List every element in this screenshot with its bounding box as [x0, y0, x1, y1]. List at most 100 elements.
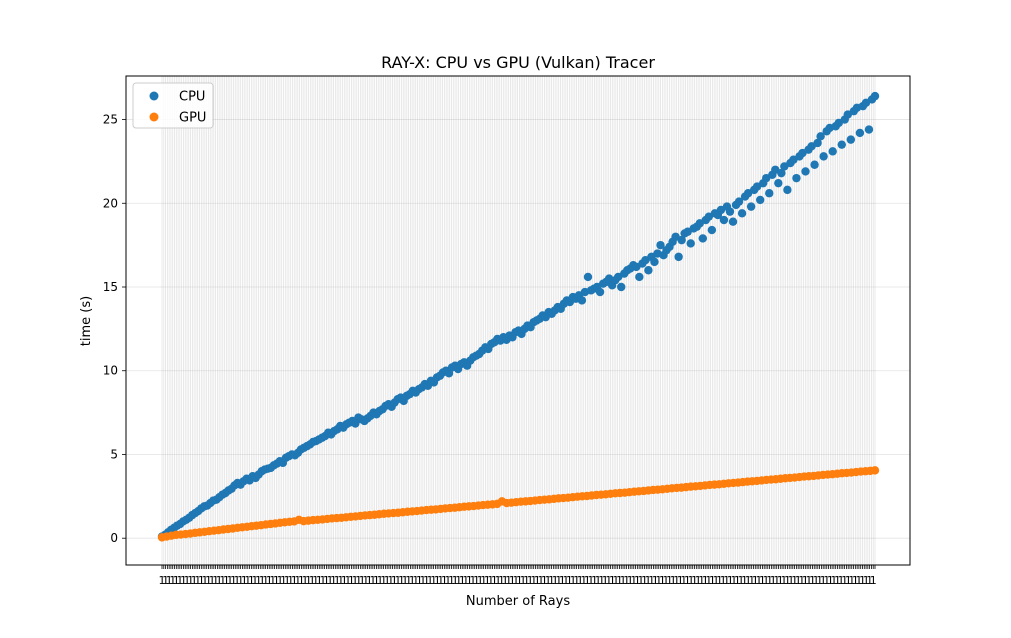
x-tick-label: 1	[720, 574, 727, 587]
x-tick-label: 1	[695, 574, 702, 587]
x-tick-label: 1	[241, 574, 248, 587]
x-tick-label: 1	[662, 574, 669, 587]
x-tick-label: 1	[788, 574, 795, 587]
x-tick-label: 1	[498, 574, 505, 587]
x-tick-label: 1	[863, 574, 870, 587]
x-tick-label: 1	[612, 574, 619, 587]
x-tick-label: 1	[248, 574, 255, 587]
x-tick-label: 1	[652, 574, 659, 587]
x-tick-label: 1	[373, 574, 380, 587]
x-tick-label: 1	[845, 574, 852, 587]
y-tick-label: 15	[103, 280, 118, 294]
x-tick-label: 1	[187, 574, 194, 587]
cpu-data-point	[698, 234, 707, 243]
x-tick-label: 1	[741, 574, 748, 587]
x-tick-label: 1	[623, 574, 630, 587]
gpu-data-point	[870, 466, 880, 475]
x-tick-label: 1	[491, 574, 498, 587]
cpu-data-point	[810, 160, 819, 169]
legend-marker-gpu	[149, 112, 159, 122]
x-tick-label: 1	[827, 574, 834, 587]
cpu-data-point	[813, 138, 822, 148]
cpu-data-point	[801, 167, 810, 176]
x-tick-label: 1	[287, 574, 294, 587]
x-tick-label: 1	[716, 574, 723, 587]
cpu-data-point	[719, 215, 729, 225]
x-tick-label: 1	[709, 574, 716, 587]
x-tick-label: 1	[723, 574, 730, 587]
x-tick-label: 1	[573, 574, 580, 587]
x-tick-label: 1	[494, 574, 501, 587]
x-tick-label: 1	[816, 574, 823, 587]
x-tick-label: 1	[237, 574, 244, 587]
x-tick-label: 1	[798, 574, 805, 587]
x-tick-label: 1	[830, 574, 837, 587]
x-tick-label: 1	[780, 574, 787, 587]
cpu-data-point	[725, 207, 735, 216]
x-tick-label: 1	[673, 574, 680, 587]
x-tick-label: 1	[348, 574, 355, 587]
x-tick-label: 1	[512, 574, 519, 587]
x-tick-label: 1	[838, 574, 845, 587]
x-tick-label: 1	[834, 574, 841, 587]
y-tick-label: 20	[103, 196, 118, 210]
x-tick-label: 1	[630, 574, 637, 587]
x-tick-label: 1	[805, 574, 812, 587]
x-tick-label: 1	[577, 574, 584, 587]
x-tick-label: 1	[580, 574, 587, 587]
x-tick-label: 1	[523, 574, 530, 587]
x-tick-label: 1	[795, 574, 802, 587]
x-tick-label: 1	[802, 574, 809, 587]
x-tick-label: 1	[587, 574, 594, 587]
x-tick-label: 1	[319, 574, 326, 587]
x-tick-label: 1	[541, 574, 548, 587]
x-tick-label: 1	[566, 574, 573, 587]
y-axis-label: time (s)	[79, 296, 94, 346]
x-tick-label: 1	[412, 574, 419, 587]
x-tick-label: 1	[312, 574, 319, 587]
x-tick-label: 1	[759, 574, 766, 587]
x-tick-label: 1	[205, 574, 212, 587]
x-tick-label: 1	[362, 574, 369, 587]
x-tick-label: 1	[505, 574, 512, 587]
legend-label-cpu: CPU	[179, 90, 205, 105]
x-tick-label: 1	[634, 574, 641, 587]
x-tick-label: 1	[448, 574, 455, 587]
x-tick-label: 1	[666, 574, 673, 587]
cpu-data-point	[686, 239, 695, 248]
x-tick-label: 1	[466, 574, 473, 587]
x-tick-label: 1	[770, 574, 777, 587]
y-tick-label: 0	[110, 531, 118, 545]
x-tick-label: 1	[684, 574, 691, 587]
cpu-data-point	[737, 209, 747, 218]
x-tick-label: 1	[670, 574, 677, 587]
x-tick-label: 1	[691, 574, 698, 587]
x-tick-label: 1	[516, 574, 523, 587]
cpu-data-point	[755, 195, 765, 205]
x-tick-label: 1	[813, 574, 820, 587]
x-tick-label: 1	[648, 574, 655, 587]
x-tick-label: 1	[848, 574, 855, 587]
cpu-data-point	[734, 197, 744, 206]
cpu-data-point	[650, 257, 659, 267]
x-tick-label: 1	[659, 574, 666, 587]
x-tick-label: 1	[244, 574, 251, 587]
x-tick-label: 1	[201, 574, 208, 587]
x-tick-label: 1	[441, 574, 448, 587]
x-tick-label: 1	[266, 574, 273, 587]
x-tick-label: 1	[544, 574, 551, 587]
cpu-data-point	[777, 168, 786, 178]
x-tick-label: 1	[452, 574, 459, 587]
x-tick-label: 1	[645, 574, 652, 587]
x-tick-label: 1	[226, 574, 233, 587]
x-tick-label: 1	[298, 574, 305, 587]
x-tick-label: 1	[537, 574, 544, 587]
x-tick-label: 1	[609, 574, 616, 587]
x-tick-label: 1	[530, 574, 537, 587]
x-tick-label: 1	[262, 574, 269, 587]
x-tick-label: 1	[169, 574, 176, 587]
x-tick-label: 1	[602, 574, 609, 587]
legend: CPU GPU	[132, 82, 214, 129]
x-tick-label: 1	[519, 574, 526, 587]
